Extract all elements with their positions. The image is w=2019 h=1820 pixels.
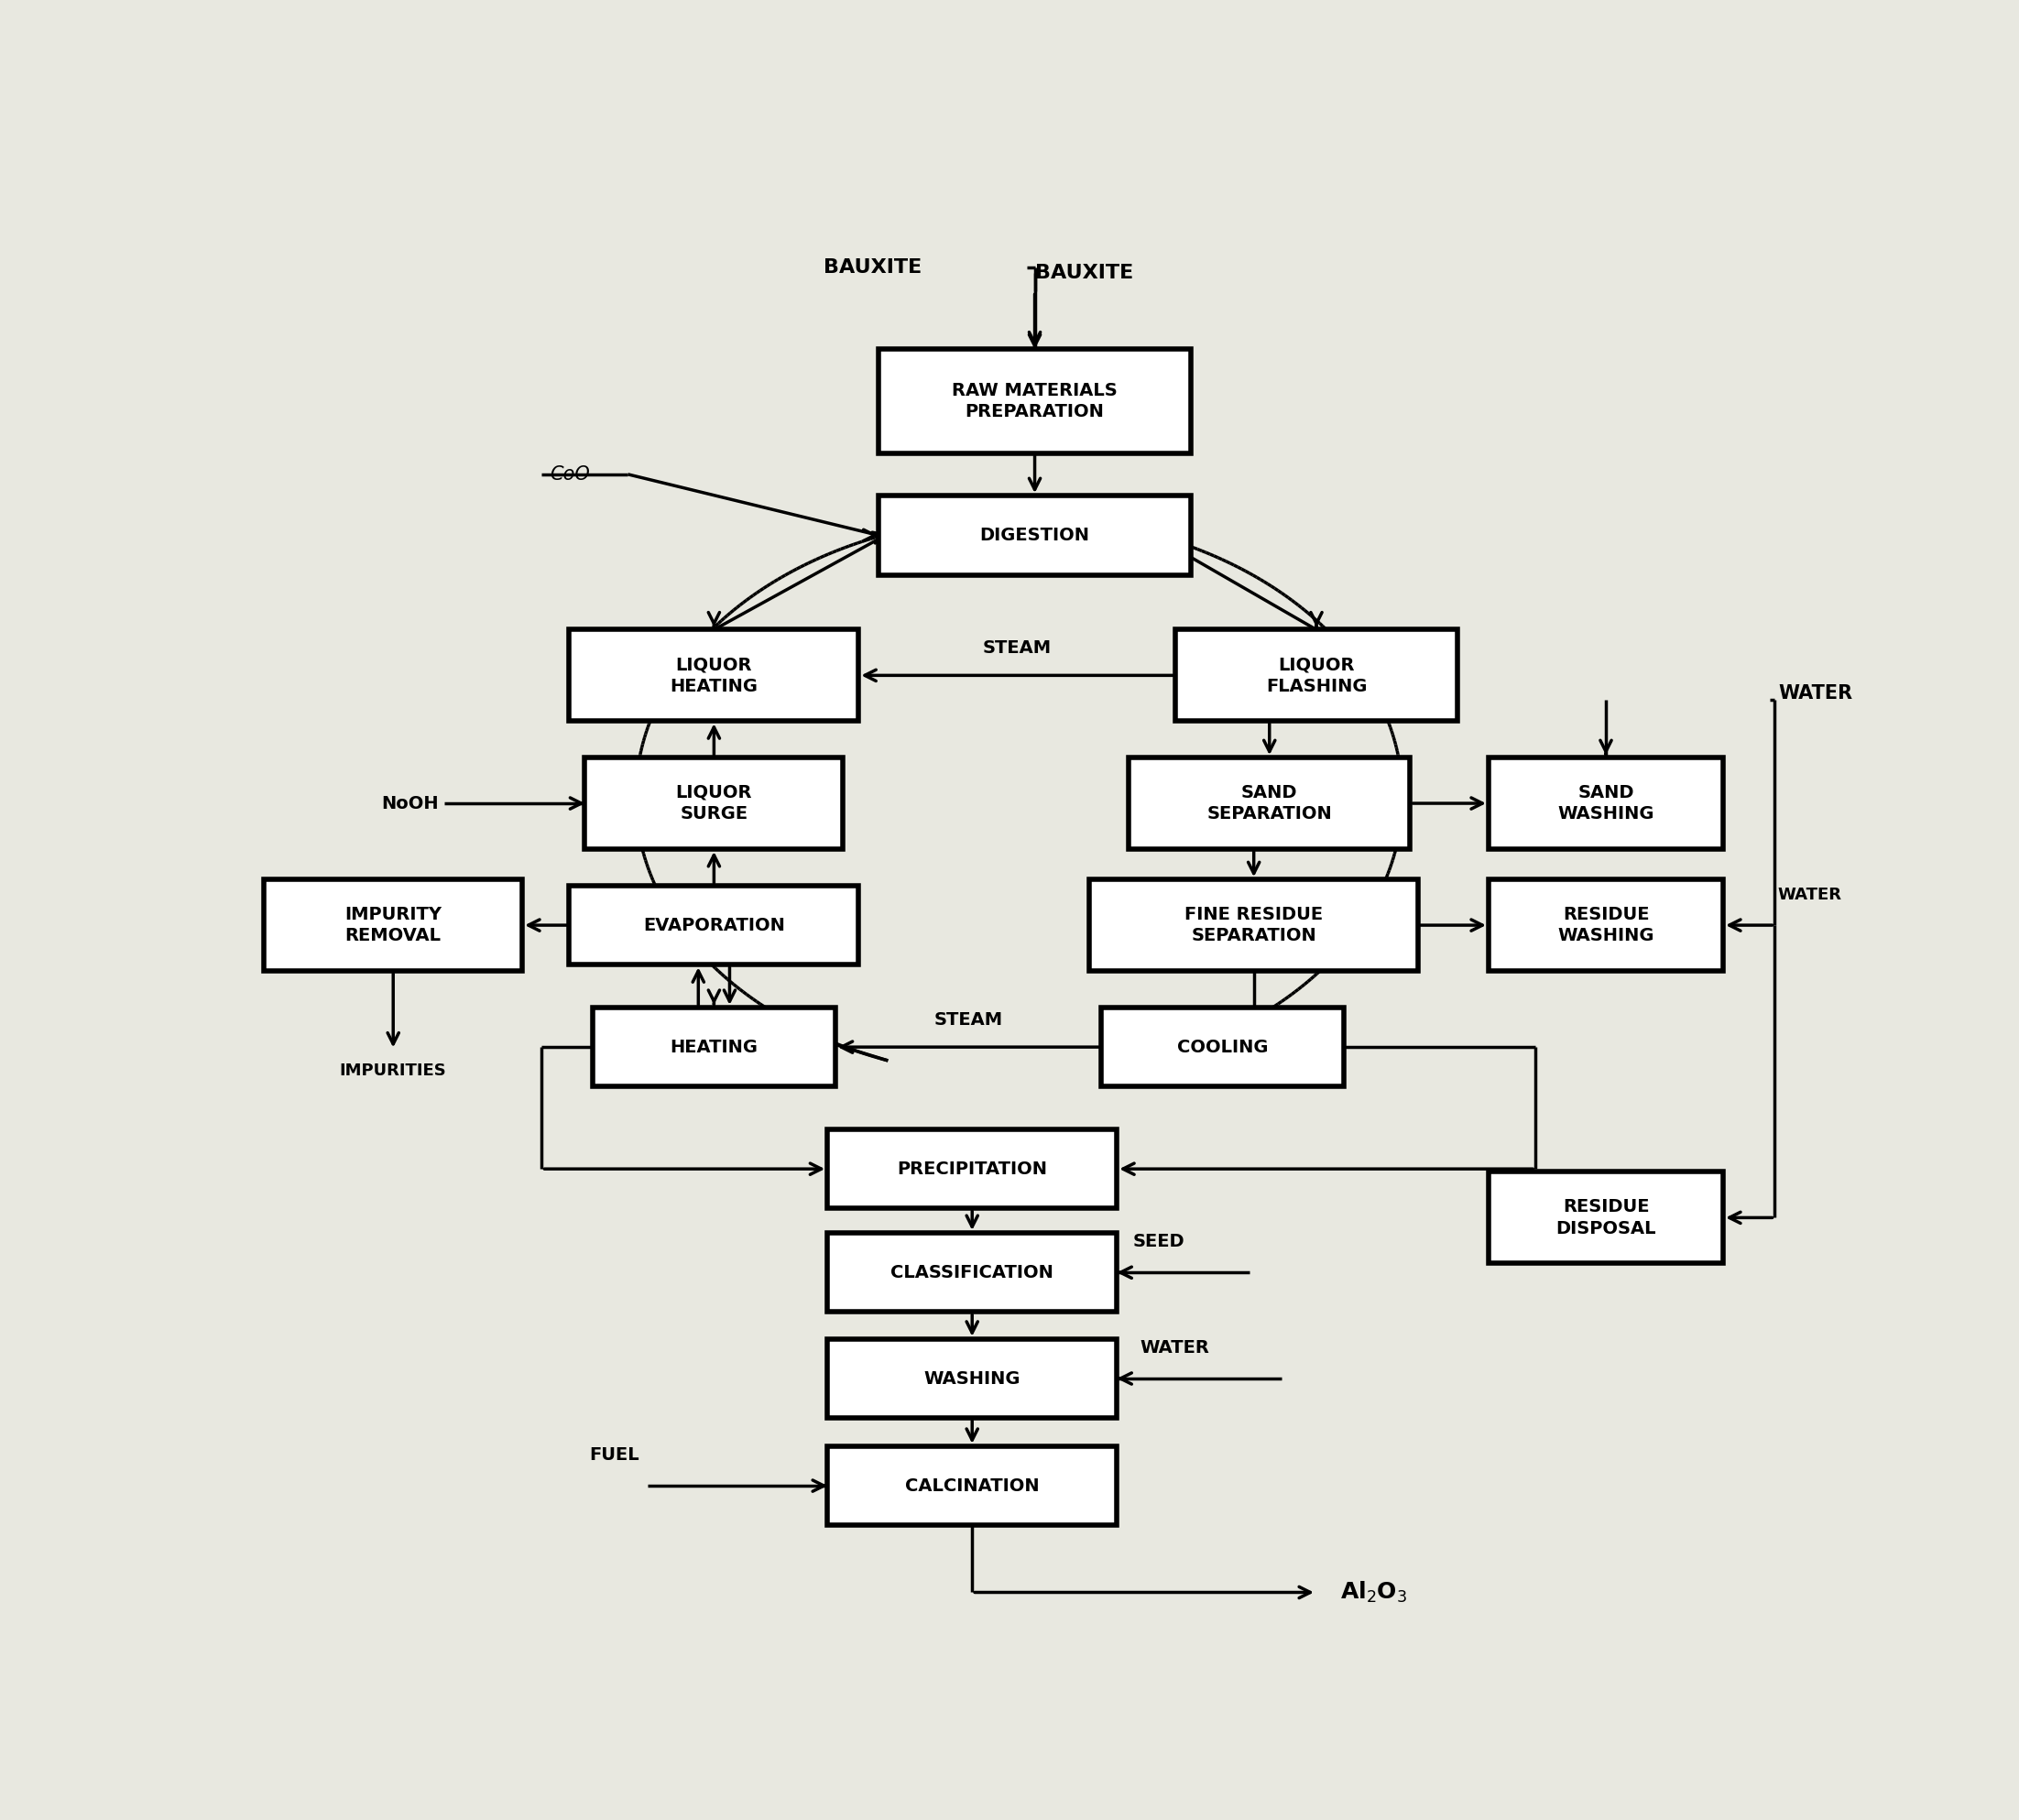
Text: CALCINATION: CALCINATION: [905, 1478, 1040, 1494]
Bar: [569, 886, 858, 965]
Text: IMPURITIES: IMPURITIES: [339, 1063, 446, 1079]
Text: LIQUOR
HEATING: LIQUOR HEATING: [670, 655, 757, 695]
Bar: [878, 495, 1191, 575]
Text: EVAPORATION: EVAPORATION: [642, 917, 785, 934]
Text: LIQUOR
FLASHING: LIQUOR FLASHING: [1266, 655, 1367, 695]
Text: LIQUOR
SURGE: LIQUOR SURGE: [676, 784, 753, 823]
Bar: [828, 1447, 1117, 1525]
Text: HEATING: HEATING: [670, 1039, 757, 1056]
Text: BAUXITE: BAUXITE: [824, 258, 923, 277]
Bar: [569, 630, 858, 721]
Text: SAND
SEPARATION: SAND SEPARATION: [1207, 784, 1333, 823]
Bar: [1129, 757, 1409, 848]
Bar: [264, 879, 523, 970]
Text: FINE RESIDUE
SEPARATION: FINE RESIDUE SEPARATION: [1185, 906, 1322, 945]
Bar: [828, 1340, 1117, 1418]
Text: WATER: WATER: [1141, 1340, 1209, 1356]
Bar: [586, 757, 844, 848]
Text: RESIDUE
WASHING: RESIDUE WASHING: [1557, 906, 1654, 945]
Text: COOLING: COOLING: [1177, 1039, 1268, 1056]
Text: RAW MATERIALS
PREPARATION: RAW MATERIALS PREPARATION: [951, 382, 1119, 420]
Text: WASHING: WASHING: [925, 1370, 1020, 1387]
Text: SAND
WASHING: SAND WASHING: [1557, 784, 1654, 823]
Bar: [1488, 757, 1724, 848]
Text: Al$_2$O$_3$: Al$_2$O$_3$: [1341, 1580, 1407, 1605]
Text: WATER: WATER: [1779, 886, 1841, 903]
Text: STEAM: STEAM: [983, 639, 1052, 657]
Text: BAUXITE: BAUXITE: [1036, 264, 1133, 282]
Bar: [828, 1128, 1117, 1208]
Bar: [1100, 1008, 1345, 1087]
Text: DIGESTION: DIGESTION: [979, 526, 1090, 544]
Text: PRECIPITATION: PRECIPITATION: [896, 1159, 1048, 1178]
Bar: [1488, 879, 1724, 970]
Text: FUEL: FUEL: [590, 1447, 640, 1463]
Text: IMPURITY
REMOVAL: IMPURITY REMOVAL: [345, 906, 442, 945]
Bar: [594, 1008, 836, 1087]
Bar: [1488, 1172, 1724, 1263]
Bar: [1090, 879, 1417, 970]
Bar: [828, 1232, 1117, 1312]
Text: CoO: CoO: [549, 466, 590, 484]
Text: NoOH: NoOH: [382, 795, 438, 812]
Text: CLASSIFICATION: CLASSIFICATION: [890, 1263, 1054, 1281]
Bar: [878, 349, 1191, 453]
Text: RESIDUE
DISPOSAL: RESIDUE DISPOSAL: [1557, 1198, 1656, 1238]
Text: STEAM: STEAM: [935, 1012, 1003, 1028]
Bar: [1175, 630, 1458, 721]
Text: SEED: SEED: [1133, 1234, 1185, 1250]
Text: WATER: WATER: [1779, 684, 1851, 703]
